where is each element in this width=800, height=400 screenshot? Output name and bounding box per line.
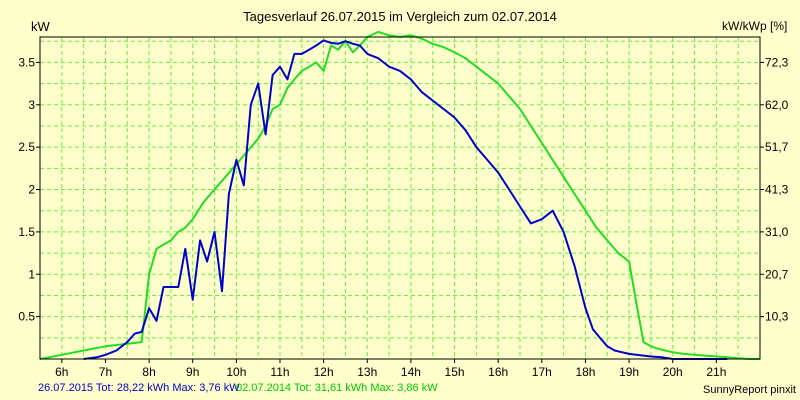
- x-tick-label: 6h: [55, 365, 68, 379]
- y-tick-label-left: 3: [28, 98, 35, 112]
- y-tick-label-left: 2: [28, 183, 35, 197]
- y-tick-label-right: 51,7: [765, 140, 789, 154]
- y-tick-label-right: 31,0: [765, 225, 789, 239]
- x-tick-label: 19h: [619, 365, 639, 379]
- plot-frame: [39, 36, 761, 360]
- series-line-2014: [39, 30, 760, 360]
- y-tick-label-left: 1: [28, 267, 35, 281]
- x-tick-label: 7h: [99, 365, 112, 379]
- y-axis-right-unit: kW/kWp [%]: [722, 19, 788, 33]
- y-tick-label-left: 0.5: [18, 310, 35, 324]
- y-axis-left-unit: kW: [31, 19, 50, 34]
- x-tick-label: 12h: [314, 365, 334, 379]
- x-tick-label: 18h: [575, 365, 595, 379]
- y-tick-label-left: 3.5: [18, 55, 35, 69]
- x-tick-label: 13h: [357, 365, 377, 379]
- x-tick-label: 17h: [532, 365, 552, 379]
- series2-summary: 02.07.2014 Tot: 31,61 kWh Max: 3,86 kW: [236, 382, 438, 394]
- x-tick-label: 21h: [706, 365, 726, 379]
- y-tick-label-right: 10,3: [765, 310, 789, 324]
- chart-title: Tagesverlauf 26.07.2015 im Vergleich zum…: [243, 9, 557, 24]
- y-tick-label-left: 1.5: [18, 225, 35, 239]
- series-line-2015: [83, 39, 728, 360]
- series1-summary: 26.07.2015 Tot: 28,22 kWh Max: 3,76 kW: [38, 382, 240, 394]
- x-tick-label: 10h: [226, 365, 246, 379]
- x-tick-label: 9h: [186, 365, 199, 379]
- y-tick-label-right: 72,3: [765, 55, 789, 69]
- x-tick-label: 20h: [663, 365, 683, 379]
- x-tick-label: 14h: [401, 365, 421, 379]
- x-tick-label: 8h: [142, 365, 155, 379]
- y-tick-label-right: 41,3: [765, 183, 789, 197]
- x-tick-label: 16h: [488, 365, 508, 379]
- x-tick-label: 11h: [270, 365, 289, 379]
- y-tick-label-right: 62,0: [765, 98, 789, 112]
- y-tick-label-left: 2.5: [18, 140, 35, 154]
- x-tick-label: 15h: [445, 365, 465, 379]
- y-tick-label-right: 20,7: [765, 267, 789, 281]
- brand-label: SunnyReport pinxit: [703, 384, 796, 396]
